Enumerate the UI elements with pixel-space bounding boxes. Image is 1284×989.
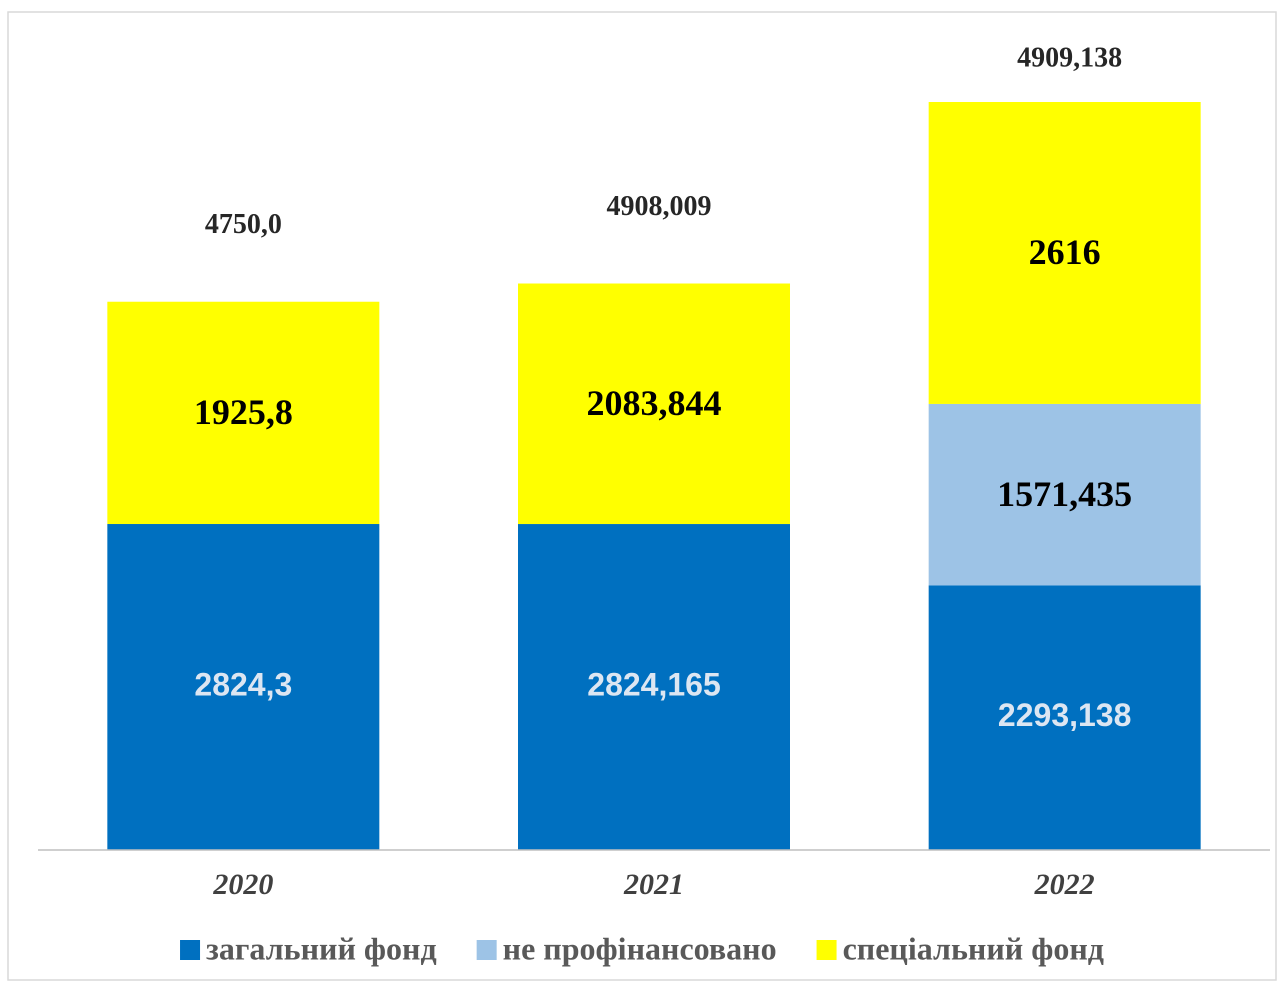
legend-item: не профінансовано — [476, 930, 777, 966]
plot-area: 2824,3 1925,8 4750,0 2020 2824,165 2083,844 49… — [107, 42, 1201, 901]
x-tick-label: 2020 — [212, 868, 273, 901]
bar-segment — [928, 585, 1201, 850]
bar-segment — [107, 524, 380, 850]
data-label: 1925,8 — [194, 392, 293, 432]
legend-label: спеціальний фонд — [843, 930, 1104, 966]
x-tick-label: 2021 — [623, 868, 684, 901]
data-label: 2824,165 — [587, 666, 720, 702]
bar-segment — [928, 102, 1201, 404]
bar-segment — [518, 524, 790, 850]
data-label: 2616 — [1029, 232, 1101, 272]
legend-item: загальний фонд — [180, 930, 437, 966]
bar-segment — [107, 301, 380, 525]
bar-segment — [928, 403, 1201, 586]
legend-label: загальний фонд — [206, 930, 437, 966]
legend-label: не профінансовано — [503, 930, 777, 966]
total-label: 4909,138 — [1017, 42, 1122, 73]
x-tick-label: 2022 — [1034, 868, 1095, 901]
legend-item: спеціальний фонд — [816, 930, 1104, 966]
bar-segment — [518, 283, 790, 525]
legend-swatch — [180, 940, 201, 960]
total-label: 4750,0 — [205, 209, 282, 240]
legend: загальний фонд не профінансовано спеціальн… — [180, 930, 1104, 966]
data-label: 2824,3 — [194, 666, 292, 702]
data-label: 2293,138 — [998, 697, 1131, 733]
total-label: 4908,009 — [607, 191, 712, 222]
data-label: 2083,844 — [587, 383, 722, 423]
legend-swatch — [476, 940, 497, 960]
legend-swatch — [816, 940, 837, 960]
data-label: 1571,435 — [997, 474, 1132, 514]
